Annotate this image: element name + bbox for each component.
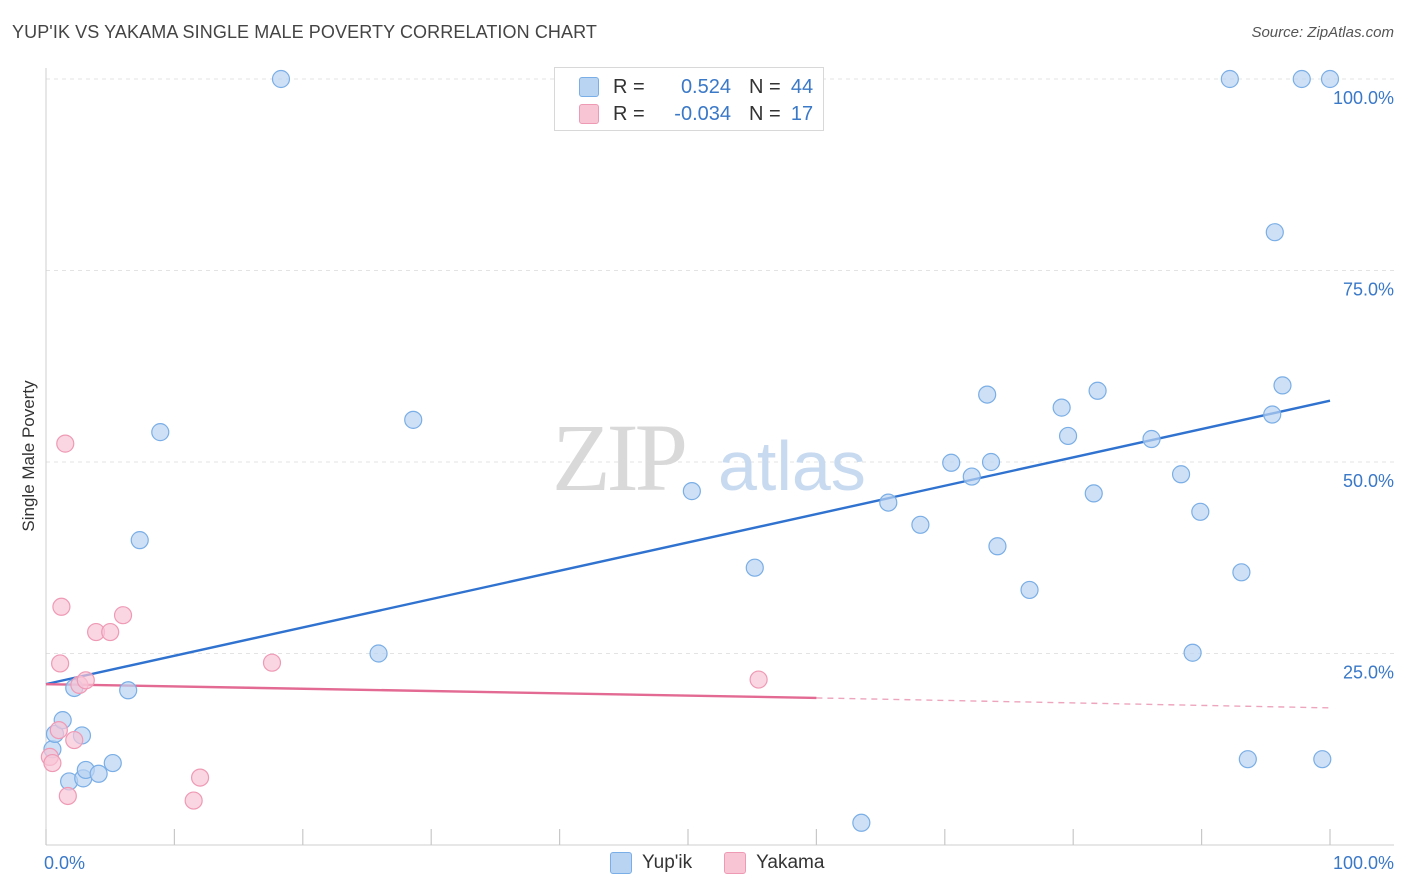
axes: [45, 68, 1394, 846]
y-tick-label: 50.0%: [1343, 471, 1394, 491]
point-yakama: [262, 653, 282, 672]
point-yupik: [1142, 429, 1161, 449]
point-yakama: [49, 720, 68, 740]
gridlines: [46, 78, 1394, 654]
point-yupik: [404, 410, 423, 429]
series-legend: Yup'ik Yakama: [610, 852, 856, 874]
yakama-swatch: [579, 104, 599, 124]
point-yupik: [1313, 750, 1332, 769]
legend-row-yupik: R = 0.524 N = 44: [579, 74, 817, 100]
point-yupik: [1058, 426, 1078, 446]
y-axis-label: Single Male Poverty: [19, 380, 38, 532]
legend-label-yupik: Yup'ik: [642, 852, 693, 873]
trend-line-yupik: [45, 399, 1331, 686]
point-yupik: [911, 515, 930, 534]
point-yupik: [89, 764, 108, 783]
point-yupik: [978, 385, 997, 404]
chart-title: YUP'IK VS YAKAMA SINGLE MALE POVERTY COR…: [12, 22, 598, 42]
r-label: R =: [613, 102, 645, 125]
point-yupik: [1020, 580, 1039, 600]
point-yakama: [56, 434, 75, 453]
point-yupik: [1191, 502, 1210, 521]
ticks: 25.0% 50.0% 75.0% 100.0% 0.0% 100.0%: [44, 88, 1394, 873]
point-yupik: [879, 493, 898, 512]
point-yupik: [1088, 381, 1107, 400]
watermark: ZIP atlas: [552, 404, 866, 511]
point-yupik: [1183, 643, 1202, 662]
yupik-swatch: [610, 852, 632, 874]
point-yupik: [151, 423, 170, 442]
point-yupik: [130, 531, 149, 550]
stats-legend: R = 0.524 N = 44 R = -0.034 N = 17: [554, 67, 824, 131]
point-yupik: [1320, 69, 1340, 89]
point-yupik: [988, 537, 1007, 556]
chart-source: Source: ZipAtlas.com: [1251, 24, 1394, 41]
point-yupik: [1265, 223, 1284, 242]
n-label: N =: [749, 75, 781, 98]
point-yakama: [65, 730, 84, 750]
point-yupik: [852, 813, 871, 832]
point-yakama: [184, 791, 203, 810]
n-value: 17: [790, 102, 814, 125]
yupik-swatch: [579, 77, 599, 97]
watermark-atlas: atlas: [718, 427, 866, 505]
point-yupik: [1238, 750, 1257, 769]
point-yupik: [1263, 405, 1282, 424]
point-yakama: [58, 786, 77, 806]
point-yakama: [52, 597, 71, 616]
x-tick-label: 100.0%: [1333, 853, 1394, 873]
point-yupik: [981, 452, 1001, 472]
point-yakama: [749, 670, 768, 689]
point-yupik: [682, 482, 701, 501]
trend-line-yakama: [45, 682, 817, 700]
point-yupik: [1084, 484, 1103, 503]
data-points: [40, 69, 1340, 832]
point-yupik: [271, 69, 291, 89]
legend-row-yakama: R = -0.034 N = 17: [579, 101, 817, 127]
point-yakama: [101, 622, 120, 642]
point-yupik: [119, 681, 138, 700]
point-yupik: [1273, 376, 1292, 395]
r-value: -0.034: [674, 102, 731, 125]
point-yupik: [962, 467, 981, 486]
yakama-swatch: [724, 852, 747, 874]
point-yupik: [745, 558, 764, 577]
y-tick-label: 25.0%: [1343, 663, 1394, 683]
point-yakama: [113, 606, 133, 625]
r-label: R =: [613, 75, 645, 98]
trend-line-yakama-extension: [816, 697, 1331, 709]
watermark-zip: ZIP: [552, 404, 685, 511]
y-tick-label: 100.0%: [1333, 88, 1394, 108]
point-yupik: [1232, 563, 1251, 582]
y-tick-label: 75.0%: [1343, 280, 1394, 300]
point-yupik: [369, 644, 388, 663]
point-yakama: [43, 753, 62, 773]
point-yupik: [1220, 69, 1239, 89]
point-yupik: [1171, 465, 1191, 484]
legend-item-yupik[interactable]: Yup'ik: [610, 852, 692, 874]
point-yakama: [190, 768, 210, 787]
trend-lines: [45, 399, 1331, 709]
legend-label-yakama: Yakama: [756, 852, 825, 873]
r-value: 0.524: [680, 75, 731, 98]
point-yupik: [942, 453, 961, 472]
n-label: N =: [749, 102, 781, 125]
n-value: 44: [790, 75, 814, 98]
point-yupik: [1052, 398, 1071, 417]
point-yakama: [76, 671, 95, 690]
x-tick-label: 0.0%: [44, 853, 85, 873]
point-yupik: [103, 753, 122, 773]
point-yakama: [51, 654, 70, 673]
point-yupik: [1292, 69, 1311, 89]
legend-item-yakama[interactable]: Yakama: [724, 852, 824, 874]
